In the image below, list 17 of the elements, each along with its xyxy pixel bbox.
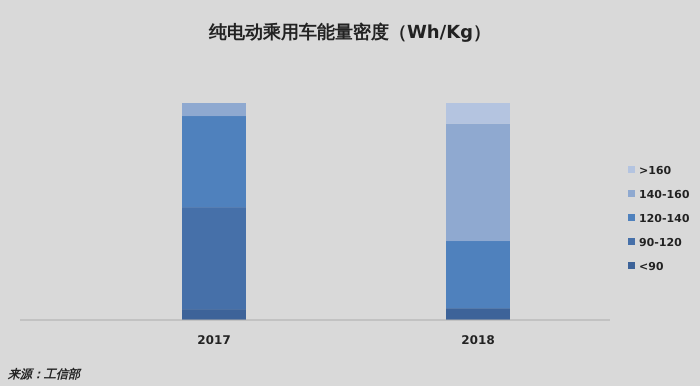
bar bbox=[182, 207, 246, 310]
bar bbox=[446, 124, 510, 242]
legend-label: <90 bbox=[639, 260, 664, 273]
x-tick-label: 2018 bbox=[461, 333, 495, 347]
bar bbox=[182, 103, 246, 116]
legend-label: >160 bbox=[639, 164, 672, 177]
bar bbox=[446, 103, 510, 124]
bar bbox=[182, 116, 246, 208]
bar bbox=[446, 308, 510, 320]
legend-label: 140-160 bbox=[639, 188, 690, 201]
bar bbox=[446, 241, 510, 308]
bar bbox=[182, 309, 246, 320]
source-note: 来源：工信部 bbox=[7, 367, 82, 381]
chart-title: 纯电动乘用车能量密度（Wh/Kg） bbox=[208, 22, 492, 43]
legend-label: 120-140 bbox=[639, 212, 690, 225]
x-tick-label: 2017 bbox=[197, 333, 231, 347]
legend-label: 90-120 bbox=[639, 236, 682, 249]
